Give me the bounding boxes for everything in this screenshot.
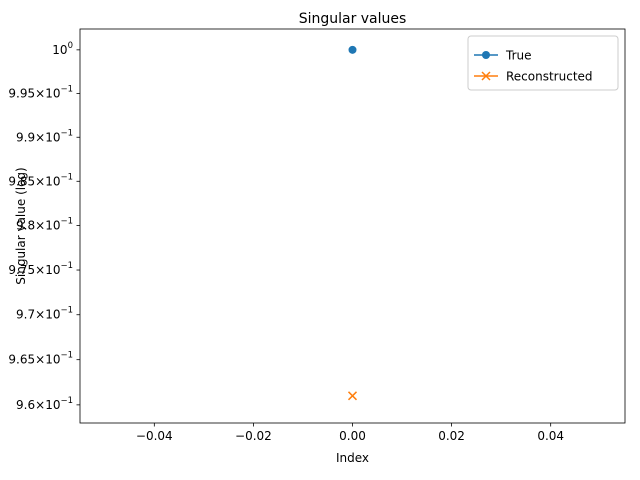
x-tick-label: 0.00 [339, 429, 366, 443]
y-tick-label: 9.9×10−1 [16, 128, 73, 144]
legend-box [467, 35, 619, 91]
y-tick-label: 9.7×10−1 [16, 306, 73, 322]
legend-marker-reconstructed [481, 71, 491, 81]
plot-frame [79, 28, 626, 424]
y-tick-label: 9.6×10−1 [16, 396, 73, 412]
x-tick-label: −0.04 [136, 429, 173, 443]
y-axis-ticks: 100 9.95×10−1 9.9×10−1 9.85×10−1 9.8×10−1 9.7… [8, 41, 80, 412]
legend-marker-true [482, 51, 490, 59]
x-axis-ticks: −0.04 −0.02 0.00 0.02 0.04 [136, 423, 564, 443]
y-tick-label: 9.95×10−1 [8, 84, 73, 100]
y-tick-label: 9.8×10−1 [16, 217, 73, 233]
plot-area [80, 29, 625, 423]
y-tick-label: 100 [52, 41, 73, 57]
legend-label-reconstructed: Reconstructed [506, 70, 593, 84]
data-point-reconstructed [347, 391, 358, 401]
x-tick-label: 0.04 [537, 429, 564, 443]
chart-title: Singular values [299, 11, 407, 27]
x-tick-label: −0.02 [235, 429, 272, 443]
data-marks [347, 45, 358, 401]
x-tick-label: 0.02 [438, 429, 465, 443]
y-axis-label: Singular value (log) [14, 167, 28, 284]
data-point-true [348, 45, 357, 54]
y-tick-label: 9.65×10−1 [8, 351, 73, 367]
x-axis-label: Index [336, 451, 369, 465]
legend: True Reconstructed [467, 35, 619, 91]
y-tick-label: 9.75×10−1 [8, 261, 73, 277]
legend-label-true: True [505, 49, 532, 63]
y-tick-label: 9.85×10−1 [8, 172, 73, 188]
